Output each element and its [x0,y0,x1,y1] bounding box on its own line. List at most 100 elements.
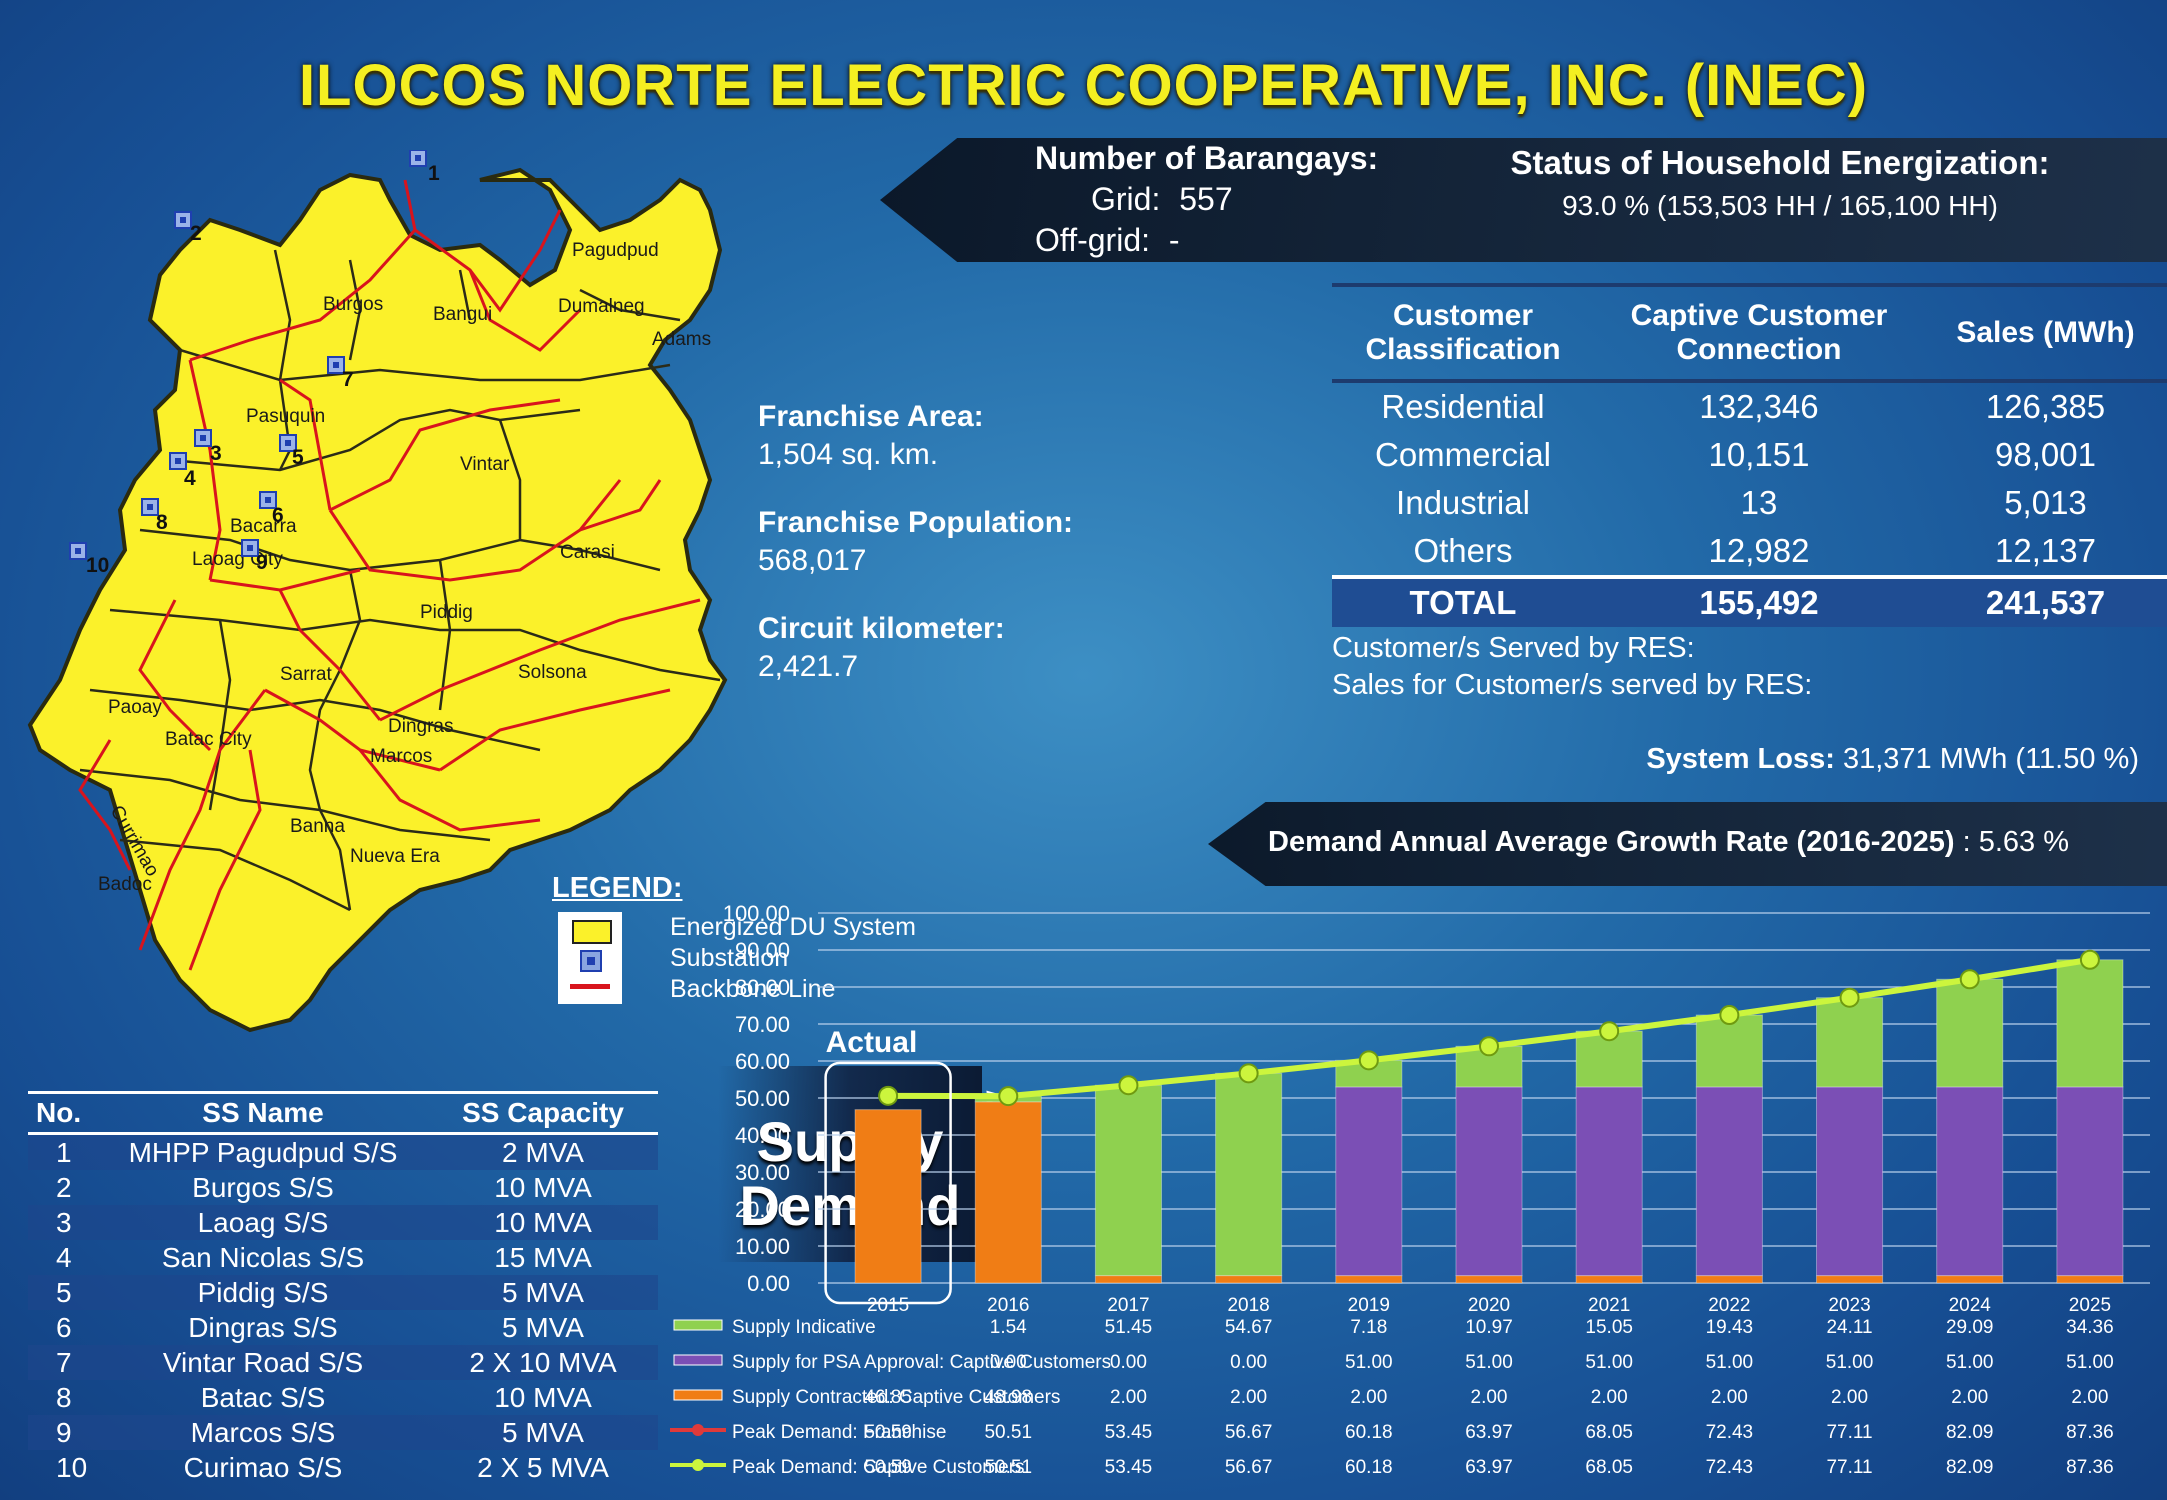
bar-supply-contracted [1936,1275,2004,1284]
y-tick-label: 30.00 [735,1160,790,1185]
map-town-label: Bangui [433,304,492,325]
header-sales: Sales (MWh) [1924,283,2167,383]
substation-number: 1 [428,162,440,185]
ss-no: 3 [56,1206,72,1238]
res-sales-label: Sales for Customer/s served by RES: [1332,669,1813,701]
substation-marker: 3 [194,429,222,465]
energized-swatch [572,920,612,944]
ss-no: 5 [56,1276,72,1308]
legend-item-substation: Substation [670,944,789,972]
table-row: 4 San Nicolas S/S 15 MVA [28,1240,658,1275]
bar-supply-indicative [1094,1084,1163,1277]
grid-label: Grid: [1091,181,1161,217]
demand-word: Demand [739,1174,961,1237]
circuit-km-label: Circuit kilometer: [758,612,1005,645]
table-row: 10 Curimao S/S 2 X 5 MVA [28,1450,658,1485]
barangays-heading: Number of Barangays: [1035,140,1379,176]
data-value-cell: 51.00 [1826,1352,1874,1373]
ss-capacity: 2 X 5 MVA [477,1451,609,1483]
bar-supply-contracted [1335,1275,1403,1284]
substation-marker: 9 [241,539,268,574]
series-swatch [673,1389,723,1401]
data-value-cell: 50.59 [864,1422,912,1443]
data-value-cell: 29.09 [1946,1317,1994,1338]
x-tick-label: 2016 [987,1295,1029,1316]
x-tick-label: 2024 [1949,1295,1992,1316]
data-value-cell: 68.05 [1585,1422,1633,1443]
map-town-label: Solsona [518,662,587,683]
data-value-cell: 15.05 [1585,1317,1633,1338]
ss-no: 7 [56,1346,72,1378]
bar-supply-indicative [1815,997,1884,1088]
map-town-label: Adams [652,329,711,350]
data-value-cell: 72.43 [1706,1457,1754,1478]
y-tick-label: 0.00 [747,1271,790,1296]
cell: 155,492 [1594,575,1924,627]
table-row: 3 Laoag S/S 10 MVA [28,1205,658,1240]
table-row: 2 Burgos S/S 10 MVA [28,1170,658,1205]
cell: 132,346 [1699,388,1819,425]
map-town-label: Carasi [560,542,615,563]
data-value-cell: 82.09 [1946,1422,1994,1443]
data-value-cell: 7.18 [1350,1317,1387,1338]
data-value-cell: 2.00 [1711,1387,1748,1408]
y-tick-label: 40.00 [735,1123,790,1148]
peak-demand-point [1959,969,1980,990]
x-tick-label: 2025 [2069,1295,2111,1316]
data-value-cell: 51.00 [1706,1352,1754,1373]
bar-supply-indicative [1695,1014,1763,1088]
substation-number: 5 [292,446,304,469]
energization-block: Status of Household Energization: 93.0 %… [1430,144,2130,222]
growth-banner [1208,802,2167,886]
data-value-cell: 0.00 [990,1352,1027,1373]
map-town-label: Badoc [98,874,152,895]
cell: 13 [1740,484,1778,521]
data-value-cell: 63.97 [1465,1457,1513,1478]
peak-demand-point [1599,1021,1620,1042]
bar-supply-psa [1455,1086,1523,1277]
bar-supply-psa [1815,1086,1884,1277]
legend-swatch-box [558,912,622,1004]
table-total-row: TOTAL 155,492 241,537 [1332,575,2167,627]
data-value-cell: 0.00 [1230,1352,1267,1373]
ss-capacity: 15 MVA [494,1241,592,1273]
supply-demand-title: Supply Demand [718,1110,982,1238]
bar-supply-psa [2056,1086,2124,1277]
map-town-label: Bacarra [230,516,297,537]
ss-capacity: 5 MVA [502,1416,584,1448]
system-loss-label: System Loss: [1646,743,1835,775]
substation-number: 4 [184,467,196,490]
map-town-label: Batac City [165,729,252,750]
energization-value: 93.0 % (153,503 HH / 165,100 HH) [1562,190,1998,221]
series-name: Supply Contracted: Captive Customers [732,1387,1060,1408]
bar-supply-psa [1335,1086,1403,1277]
data-value-cell: 51.00 [1465,1352,1513,1373]
legend-item-energized: Energized DU System [670,913,916,941]
header-ss-name: SS Name [98,1091,428,1135]
data-value-cell: 2.00 [1350,1387,1387,1408]
table-row: Industrial 13 5,013 [1332,479,2167,527]
data-value-cell: 87.36 [2066,1422,2114,1443]
series-name: Supply Indicative [732,1317,876,1338]
data-value-cell: 2.00 [1591,1387,1628,1408]
ss-name: San Nicolas S/S [161,1241,365,1273]
y-tick-label: 50.00 [735,1086,790,1111]
peak-demand-point [1719,1005,1740,1026]
municipal-boundaries [79,249,721,912]
data-value-cell: 2.00 [2071,1387,2108,1408]
map-town-label: Nueva Era [350,846,440,867]
bar-supply-psa [1936,1086,2004,1277]
ss-name: Piddig S/S [197,1276,329,1308]
customer-table-header: Customer Classification Captive Customer… [1332,283,2167,383]
table-row: 8 Batac S/S 10 MVA [28,1380,658,1415]
peak-demand-point [1238,1063,1259,1084]
bar-supply-indicative [2056,959,2124,1088]
ss-capacity: 5 MVA [502,1311,584,1343]
grid-value: 557 [1179,181,1233,217]
y-tick-label: 70.00 [735,1012,790,1037]
x-tick-label: 2023 [1828,1295,1870,1316]
peak-demand-point [878,1085,899,1106]
bar-supply-contracted [1215,1275,1283,1284]
